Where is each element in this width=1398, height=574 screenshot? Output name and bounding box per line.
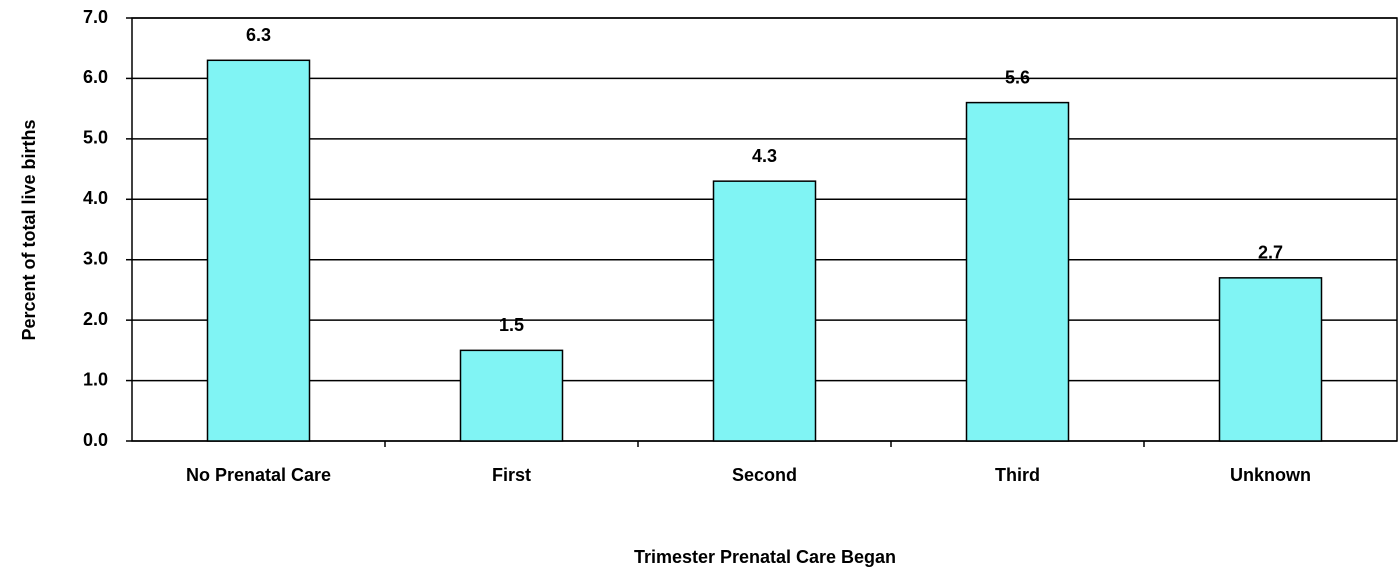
- x-tick-label: First: [492, 465, 531, 485]
- y-tick-label: 5.0: [83, 128, 108, 148]
- bar: [1218, 277, 1323, 442]
- bar: [965, 101, 1070, 442]
- y-tick-label: 3.0: [83, 248, 108, 268]
- x-axis-title: Trimester Prenatal Care Began: [634, 547, 896, 567]
- value-label: 6.3: [246, 25, 271, 45]
- y-tick-label: 1.0: [83, 369, 108, 389]
- y-tick-label: 6.0: [83, 67, 108, 87]
- y-tick-label: 2.0: [83, 309, 108, 329]
- x-tick-label: No Prenatal Care: [186, 465, 331, 485]
- value-label: 5.6: [1005, 67, 1030, 87]
- bar: [459, 349, 564, 442]
- bar: [206, 59, 311, 442]
- value-label: 2.7: [1258, 243, 1283, 263]
- y-axis-title: Percent of total live births: [19, 119, 39, 340]
- x-tick-label: Unknown: [1230, 465, 1311, 485]
- value-label: 1.5: [499, 315, 524, 335]
- x-tick-label: Third: [995, 465, 1040, 485]
- y-tick-label: 0.0: [83, 430, 108, 450]
- x-tick-label: Second: [732, 465, 797, 485]
- y-tick-label: 4.0: [83, 188, 108, 208]
- value-label: 4.3: [752, 146, 777, 166]
- y-tick-label: 7.0: [83, 7, 108, 27]
- bar: [712, 180, 817, 442]
